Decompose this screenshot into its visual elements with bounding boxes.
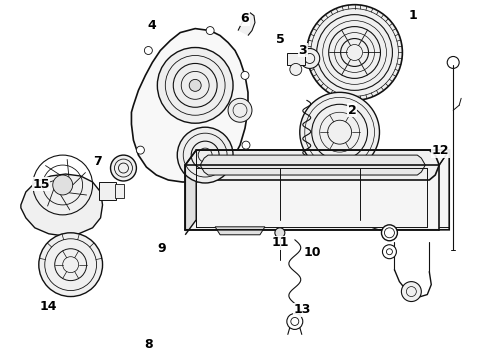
Text: 14: 14 (40, 300, 57, 313)
Circle shape (401, 282, 421, 302)
Polygon shape (200, 155, 425, 175)
Polygon shape (185, 150, 196, 235)
Text: 5: 5 (276, 33, 285, 46)
Polygon shape (185, 150, 449, 230)
Circle shape (300, 49, 319, 68)
Circle shape (242, 141, 250, 149)
Bar (98, 182, 117, 200)
Text: 2: 2 (348, 104, 357, 117)
Circle shape (300, 92, 379, 172)
Polygon shape (215, 227, 265, 235)
Bar (115, 184, 124, 198)
Bar (287, 54, 305, 66)
Circle shape (136, 146, 145, 154)
Circle shape (382, 225, 397, 241)
Text: 10: 10 (304, 246, 321, 259)
Polygon shape (21, 174, 102, 236)
Circle shape (145, 46, 152, 54)
Text: 9: 9 (158, 242, 166, 255)
Circle shape (206, 27, 214, 35)
Polygon shape (238, 13, 255, 36)
Text: 7: 7 (93, 155, 102, 168)
Polygon shape (185, 150, 439, 180)
Text: 4: 4 (148, 19, 157, 32)
Polygon shape (131, 28, 248, 182)
Circle shape (307, 5, 402, 100)
Text: 6: 6 (241, 12, 249, 25)
Text: 15: 15 (32, 178, 49, 191)
Text: 11: 11 (272, 236, 290, 249)
Circle shape (290, 63, 302, 75)
Circle shape (157, 48, 233, 123)
Circle shape (53, 175, 73, 195)
Text: 3: 3 (298, 44, 307, 57)
Circle shape (39, 233, 102, 297)
Circle shape (111, 155, 136, 181)
Circle shape (228, 98, 252, 122)
Text: 13: 13 (294, 303, 311, 316)
Circle shape (383, 245, 396, 259)
Circle shape (189, 80, 201, 91)
Circle shape (241, 71, 249, 80)
Text: 8: 8 (144, 338, 153, 351)
Text: 12: 12 (432, 144, 449, 157)
Circle shape (275, 228, 285, 238)
Text: 1: 1 (409, 9, 418, 22)
Circle shape (177, 127, 233, 183)
Circle shape (287, 314, 303, 329)
